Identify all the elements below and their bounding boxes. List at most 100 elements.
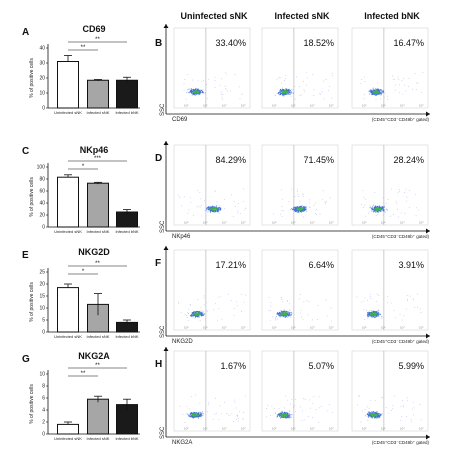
facs-tick-label: 10³ xyxy=(381,427,385,431)
event-dot xyxy=(227,293,229,295)
event-dot xyxy=(290,313,292,315)
event-dot xyxy=(294,208,296,210)
event-dot xyxy=(299,406,301,408)
event-dot xyxy=(191,412,193,414)
event-dot xyxy=(292,88,294,90)
event-dot xyxy=(382,316,384,318)
event-dot xyxy=(203,414,205,416)
event-dot xyxy=(193,412,195,414)
event-dot xyxy=(378,211,380,213)
event-dot xyxy=(304,91,305,93)
event-dot xyxy=(287,417,289,419)
event-dot xyxy=(406,396,408,398)
event-dot xyxy=(204,200,206,202)
event-dot xyxy=(289,403,291,405)
event-dot xyxy=(420,312,422,314)
event-dot xyxy=(363,98,365,100)
event-dot xyxy=(377,415,379,417)
event-dot xyxy=(374,210,376,212)
event-dot xyxy=(293,210,295,212)
event-dot xyxy=(220,208,222,210)
event-dot xyxy=(281,82,283,84)
y-axis-label: % of positive cells xyxy=(29,282,35,322)
event-dot xyxy=(374,414,376,416)
flow-plot: 10² 10³ 10⁴ 10⁵ 71.45% xyxy=(261,144,339,226)
event-dot xyxy=(281,89,283,91)
facs-tick-label: 10³ xyxy=(291,427,295,431)
event-dot xyxy=(391,188,393,190)
category-label: Infected sNK xyxy=(87,334,110,339)
event-dot xyxy=(204,91,206,93)
event-dot xyxy=(286,91,288,93)
event-dot xyxy=(296,208,298,210)
event-dot xyxy=(200,198,202,200)
event-dot xyxy=(186,314,188,316)
event-dot xyxy=(281,206,283,208)
event-dot xyxy=(285,75,287,77)
event-dot xyxy=(379,413,381,415)
facs-tick-label: 10² xyxy=(184,104,188,108)
event-dot xyxy=(387,198,389,200)
event-dot xyxy=(279,90,281,92)
y-tick-label: 5 xyxy=(42,318,45,324)
event-dot xyxy=(281,415,283,417)
event-dot xyxy=(409,295,411,297)
event-dot xyxy=(302,209,304,211)
event-dot xyxy=(297,196,299,198)
event-dot xyxy=(307,416,309,418)
event-dot xyxy=(285,316,287,318)
event-dot xyxy=(193,89,195,91)
event-dot xyxy=(369,293,371,295)
event-dot xyxy=(313,396,315,398)
event-dot xyxy=(360,421,362,423)
ssc-axis-arrow xyxy=(163,246,169,250)
event-dot xyxy=(302,319,304,321)
event-dot xyxy=(188,92,190,94)
event-dot xyxy=(418,209,420,211)
flow-plot: 10² 10³ 10⁴ 10⁵ 6.64% xyxy=(261,249,339,331)
event-dot xyxy=(222,93,224,95)
event-dot xyxy=(275,319,277,321)
event-dot xyxy=(279,311,281,313)
event-dot xyxy=(194,313,196,316)
event-dot xyxy=(228,414,230,416)
event-dot xyxy=(280,309,282,311)
event-dot xyxy=(374,207,376,209)
event-dot xyxy=(315,408,317,410)
event-dot xyxy=(407,85,409,87)
event-dot xyxy=(243,417,244,419)
event-dot xyxy=(298,206,300,208)
event-dot xyxy=(306,84,308,86)
plot-frame xyxy=(173,249,251,331)
bar-chart-title: CD69 xyxy=(82,24,105,34)
event-dot xyxy=(182,413,184,415)
event-dot xyxy=(213,212,215,214)
event-dot xyxy=(216,209,218,211)
event-dot xyxy=(281,414,283,417)
flow-plot: 10² 10³ 10⁴ 10⁵ 84.29% xyxy=(173,144,251,226)
facs-tick-label: 10⁵ xyxy=(241,104,246,108)
event-dot xyxy=(199,310,201,312)
event-dot xyxy=(269,319,271,321)
event-dot xyxy=(285,315,288,318)
event-dot xyxy=(323,80,324,82)
event-dot xyxy=(364,204,366,206)
event-dot xyxy=(402,93,404,95)
event-dot xyxy=(193,416,195,419)
event-dot xyxy=(215,303,216,305)
event-dot xyxy=(399,191,401,193)
event-dot xyxy=(412,401,414,403)
event-dot xyxy=(304,399,306,400)
y-tick-label: 20 xyxy=(39,76,45,82)
event-dot xyxy=(298,208,300,210)
facs-tick-label: 10⁴ xyxy=(222,427,227,431)
event-dot xyxy=(273,408,275,410)
event-dot xyxy=(378,417,380,419)
event-dot xyxy=(268,310,270,312)
facs-tick-label: 10⁵ xyxy=(241,427,246,431)
event-dot xyxy=(291,398,293,400)
significance-label: ** xyxy=(95,363,100,369)
event-dot xyxy=(283,90,285,92)
event-dot xyxy=(192,90,193,92)
event-dot xyxy=(196,206,198,208)
